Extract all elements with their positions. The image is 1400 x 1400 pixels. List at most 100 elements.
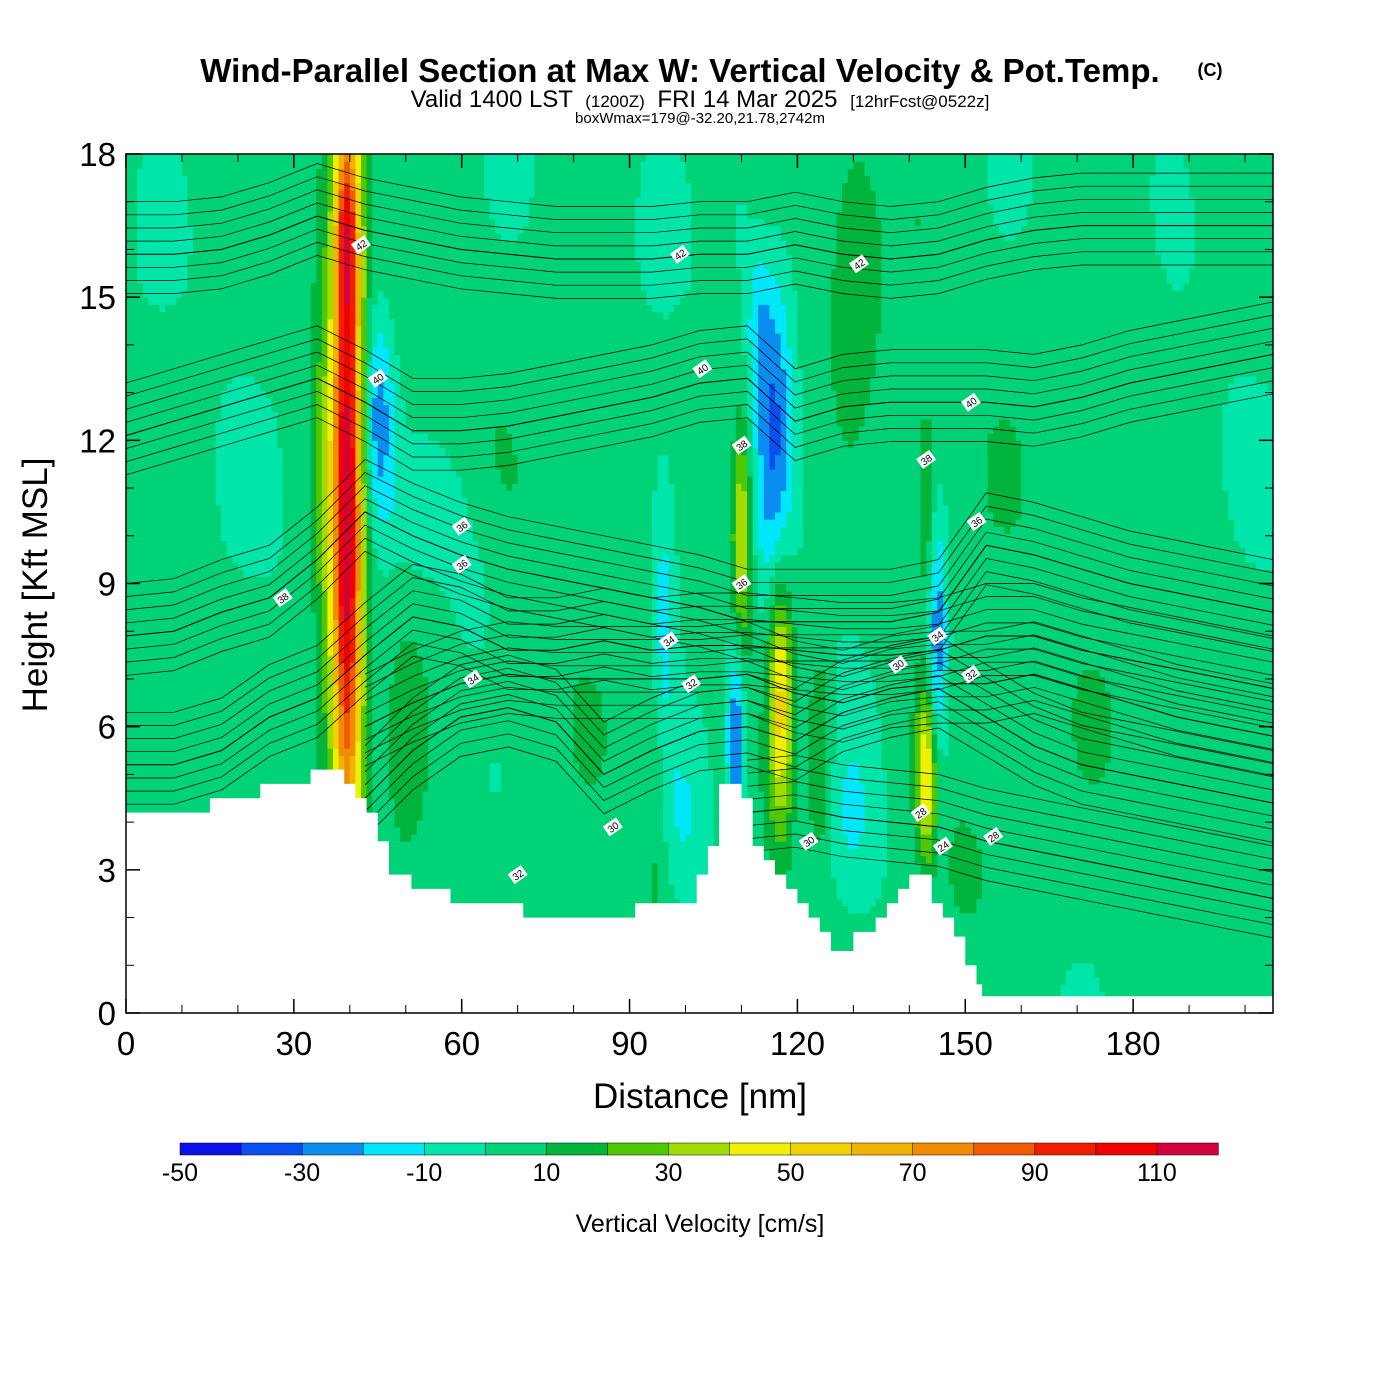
w-cell bbox=[355, 690, 362, 699]
w-cell bbox=[349, 490, 356, 499]
w-cell bbox=[137, 354, 144, 363]
w-cell bbox=[288, 297, 295, 305]
w-cell bbox=[288, 676, 295, 685]
w-cell bbox=[142, 783, 149, 792]
w-cell bbox=[338, 418, 345, 427]
w-cell bbox=[204, 468, 211, 477]
w-cell bbox=[153, 476, 161, 484]
w-cell bbox=[310, 168, 317, 177]
w-cell bbox=[249, 397, 256, 406]
w-cell bbox=[221, 225, 228, 234]
w-cell bbox=[265, 647, 273, 656]
w-cell bbox=[344, 676, 351, 685]
w-cell bbox=[349, 583, 356, 592]
w-cell bbox=[165, 776, 172, 785]
w-cell bbox=[170, 547, 177, 556]
w-cell bbox=[344, 669, 351, 678]
w-cell bbox=[237, 683, 245, 692]
w-cell bbox=[204, 318, 211, 327]
w-cell bbox=[131, 354, 138, 363]
w-cell bbox=[338, 218, 345, 227]
w-cell bbox=[176, 275, 183, 284]
w-cell bbox=[333, 332, 340, 341]
w-cell bbox=[221, 154, 228, 162]
w-cell bbox=[187, 683, 194, 692]
w-cell bbox=[237, 755, 245, 764]
w-cell bbox=[215, 776, 222, 785]
w-cell bbox=[170, 590, 177, 599]
w-cell bbox=[321, 426, 329, 434]
w-cell bbox=[249, 497, 256, 506]
w-cell bbox=[338, 354, 345, 363]
w-cell bbox=[226, 175, 233, 184]
w-cell bbox=[165, 225, 172, 234]
w-cell bbox=[305, 755, 312, 764]
w-cell bbox=[232, 490, 239, 499]
w-cell bbox=[142, 769, 149, 778]
w-cell bbox=[165, 669, 172, 678]
w-cell bbox=[344, 268, 351, 277]
w-cell bbox=[321, 583, 329, 592]
w-cell bbox=[282, 347, 289, 356]
w-cell bbox=[148, 540, 155, 549]
w-cell bbox=[282, 368, 289, 377]
w-cell bbox=[198, 719, 205, 728]
w-cell bbox=[282, 769, 289, 778]
w-cell bbox=[282, 397, 289, 406]
w-cell bbox=[299, 211, 306, 220]
w-cell bbox=[221, 540, 228, 549]
w-cell bbox=[344, 604, 351, 613]
w-cell bbox=[165, 318, 172, 327]
w-cell bbox=[310, 318, 317, 327]
w-cell bbox=[226, 590, 233, 599]
w-cell bbox=[215, 783, 222, 792]
w-cell bbox=[310, 404, 317, 413]
w-cell bbox=[159, 268, 166, 277]
w-cell bbox=[265, 204, 273, 212]
w-cell bbox=[221, 597, 228, 606]
w-cell bbox=[293, 490, 301, 499]
w-cell bbox=[181, 519, 189, 527]
w-cell bbox=[226, 705, 233, 713]
w-cell bbox=[321, 411, 329, 420]
w-cell bbox=[282, 562, 289, 570]
w-cell bbox=[193, 447, 200, 456]
w-cell bbox=[142, 683, 149, 692]
w-cell bbox=[142, 676, 149, 685]
w-cell bbox=[299, 232, 306, 241]
w-cell bbox=[288, 533, 295, 542]
w-cell bbox=[153, 712, 161, 721]
w-cell bbox=[265, 225, 273, 234]
w-cell bbox=[271, 769, 278, 778]
w-cell bbox=[265, 576, 273, 585]
w-cell bbox=[232, 268, 239, 277]
w-cell bbox=[243, 533, 250, 542]
w-cell bbox=[142, 619, 149, 628]
w-cell bbox=[288, 282, 295, 291]
w-cell bbox=[181, 547, 189, 556]
w-cell bbox=[277, 540, 284, 549]
w-cell bbox=[159, 454, 166, 463]
w-cell bbox=[254, 204, 261, 212]
w-cell bbox=[215, 504, 222, 513]
w-cell bbox=[338, 297, 345, 305]
w-cell bbox=[316, 576, 323, 585]
w-cell bbox=[327, 476, 334, 484]
w-cell bbox=[232, 612, 239, 620]
w-cell bbox=[333, 311, 340, 320]
w-cell bbox=[333, 168, 340, 177]
w-cell bbox=[355, 748, 362, 756]
w-cell bbox=[187, 454, 194, 463]
w-cell bbox=[338, 519, 345, 527]
w-cell bbox=[181, 354, 189, 363]
w-cell bbox=[187, 562, 194, 570]
w-cell bbox=[344, 218, 351, 227]
w-cell bbox=[355, 698, 362, 706]
w-cell bbox=[204, 476, 211, 484]
w-cell bbox=[204, 719, 211, 728]
w-cell bbox=[215, 733, 222, 742]
w-cell bbox=[232, 218, 239, 227]
w-cell bbox=[321, 497, 329, 506]
w-cell bbox=[288, 554, 295, 563]
w-cell bbox=[204, 483, 211, 492]
